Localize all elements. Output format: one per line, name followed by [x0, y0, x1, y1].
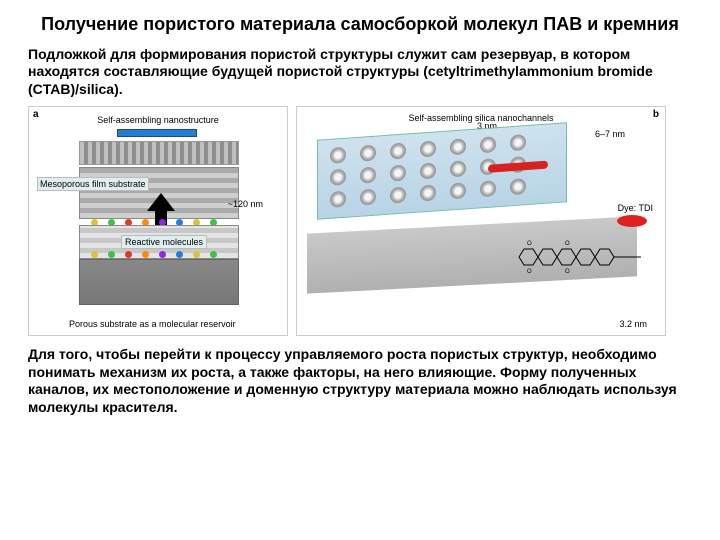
- conclusion-paragraph: Для того, чтобы перейти к процессу управ…: [28, 346, 692, 416]
- dim-large: 6–7 nm: [595, 129, 625, 139]
- nanochannel-hole: [360, 145, 376, 162]
- reactive-dot: [108, 251, 115, 258]
- panel-b: b Self-assembling silica nanochannels 3 …: [296, 106, 666, 336]
- figure: a Self-assembling nanostructure Mesoporo…: [28, 106, 692, 336]
- panel-a-top-caption: Self-assembling nanostructure: [97, 115, 219, 125]
- nanochannel-hole: [450, 182, 466, 199]
- panel-a-bottom-caption: Porous substrate as a molecular reservoi…: [69, 319, 236, 329]
- reactive-dot: [142, 251, 149, 258]
- nanochannels-block: [317, 131, 567, 223]
- nanochannel-hole: [360, 167, 376, 184]
- nanochannel-hole: [450, 160, 466, 177]
- svg-text:O: O: [527, 269, 532, 275]
- panel-a: a Self-assembling nanostructure Mesoporo…: [28, 106, 288, 336]
- nanochannel-hole: [480, 136, 496, 153]
- nanochannel-hole: [390, 187, 406, 204]
- svg-text:O: O: [565, 269, 570, 275]
- nanochannel-hole: [330, 169, 346, 186]
- reactive-dot: [125, 251, 132, 258]
- nanochannel-hole: [330, 147, 346, 164]
- reactive-dot: [176, 251, 183, 258]
- reactive-dots-row2: [91, 251, 217, 258]
- nanochannel-hole: [390, 143, 406, 160]
- reactive-label: Reactive molecules: [121, 235, 207, 249]
- porous-substrate: [79, 259, 239, 305]
- reactive-dot: [159, 251, 166, 258]
- nanochannel-hole: [420, 141, 436, 158]
- intro-paragraph: Подложкой для формирования пористой стру…: [28, 46, 692, 99]
- svg-text:O: O: [527, 241, 532, 247]
- pattern-bar: [117, 129, 197, 137]
- reactive-dot: [91, 251, 98, 258]
- panel-b-label: b: [653, 109, 659, 120]
- nanochannel-hole: [390, 165, 406, 182]
- nanochannel-hole: [450, 138, 466, 155]
- reactive-dot: [210, 251, 217, 258]
- dye-ellipse-icon: [617, 215, 647, 227]
- page-title: Получение пористого материала самосборко…: [28, 14, 692, 36]
- nanochannel-hole: [420, 163, 436, 180]
- nanochannel-hole: [360, 189, 376, 206]
- nanochannel-hole: [420, 185, 436, 202]
- nanochannel-hole: [480, 180, 496, 197]
- nanostructure-layer: [79, 141, 239, 165]
- reactive-dot: [193, 251, 200, 258]
- svg-text:O: O: [565, 241, 570, 247]
- molecule-structure-icon: O O O O: [515, 237, 645, 275]
- thickness-label: ~120 nm: [228, 199, 263, 209]
- nanochannel-hole: [330, 191, 346, 208]
- nanochannel-hole: [510, 178, 526, 195]
- dye-label: Dye: TDI: [618, 203, 653, 213]
- panel-a-label: a: [33, 109, 39, 120]
- molecule-length: 3.2 nm: [619, 319, 647, 329]
- channel-block: [317, 122, 567, 219]
- nanochannel-hole: [510, 134, 526, 151]
- mesoporous-label: Mesoporous film substrate: [37, 177, 149, 191]
